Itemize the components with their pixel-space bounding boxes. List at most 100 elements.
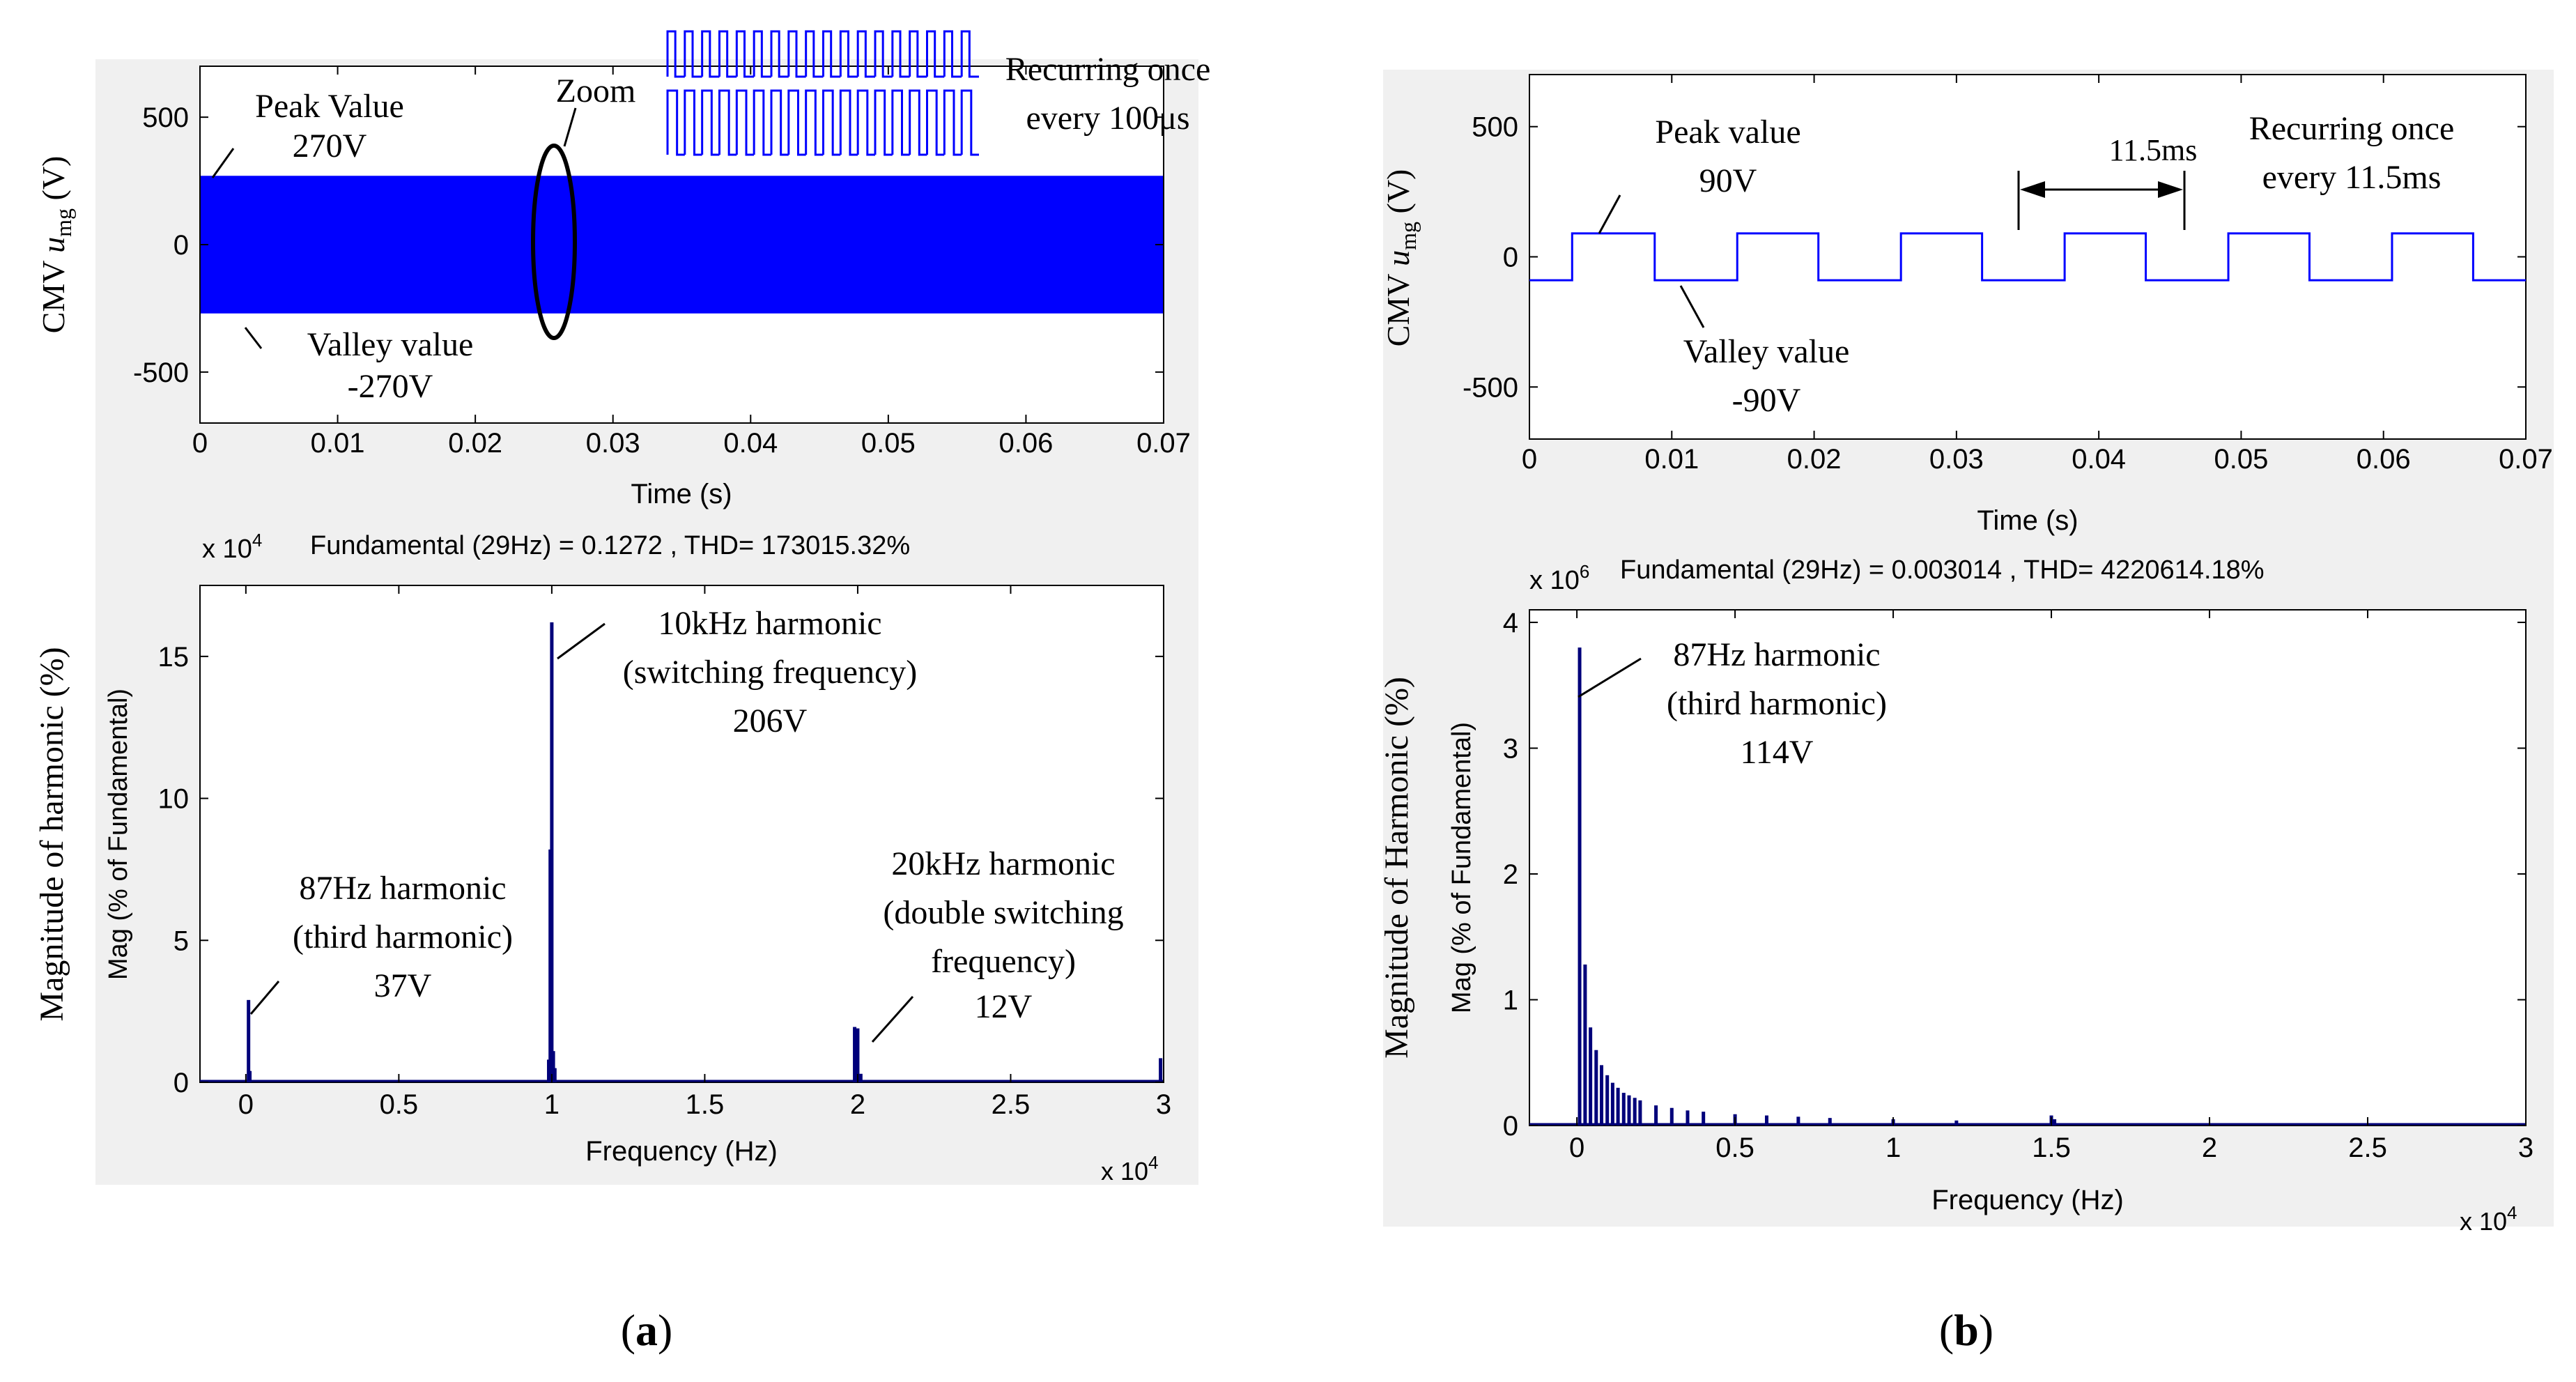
panel-a-top-ytick-label: 500 [142,102,189,133]
panel-a-bottom-x-exponent-power: 4 [1148,1152,1158,1173]
annot-a-87-line3: 37V [374,967,432,1004]
panel-b-bottom-bar [1594,1050,1598,1126]
zoom-ellipse [531,144,577,340]
panel-a-bottom-xtick-label: 1.5 [686,1089,725,1120]
panel-a-top-plot: 0 0.01 0.02 0.03 0.04 0.05 0.06 0.07 500 0 -500 T… [36,30,1211,509]
panel-b-bottom-bar [1669,1107,1674,1126]
panel-b-bottom-bar [1605,1075,1610,1126]
annot-b-recur-line1: Recurring once [2249,110,2455,147]
annot-a-20k-line4: 12V [975,988,1033,1025]
panel-b-bottom-ytick-label: 3 [1503,734,1518,765]
annot-a-10k-line1: 10kHz harmonic [658,605,881,642]
panel-b-bottom-header: Fundamental (29Hz) = 0.003014 , THD= 422… [1620,555,2265,585]
panel-label-b: (b) [1939,1305,1993,1355]
panel-a-top-ylabel-unit: (V) [36,156,71,208]
annot-a-10k-line3: 206V [733,702,808,739]
panel-b-bottom-bar [2053,1119,2057,1126]
panel-b-bottom-bar [1616,1087,1620,1126]
panel-b-bottom-xtick-label: 2 [2202,1133,2217,1163]
panel-b-top-xtick-label: 0.01 [1644,444,1699,475]
panel-b-bottom-exponent-prefix: x 10 [1529,566,1580,595]
panel-a-bottom-xtick-label: 3 [1156,1089,1171,1120]
panel-a-bottom-ylabel-inner: Mag (% of Fundamental) [104,689,133,980]
panel-a-top-xtick-label: 0 [192,428,208,459]
panel-b-bottom-bar [1633,1098,1637,1126]
panel-a-bottom-bar [1159,1058,1163,1082]
panel-b-bottom-bar [1796,1116,1800,1126]
panel-b-bottom-bar [1764,1115,1768,1126]
annot-a-recur-line2: every 100μs [1026,100,1189,137]
panel-b-bottom-exponent: x 106 [1529,561,1589,595]
panel-b-bottom-xtick-label: 1 [1885,1133,1901,1163]
panel-b-bottom-bar [1686,1110,1690,1126]
annot-b-valley-line1: Valley value [1683,333,1850,370]
panel-a-top-ylabel-main: CMV [36,253,71,333]
panel-b-bottom-ytick-label: 2 [1503,859,1518,890]
annot-b-peak-line2: 90V [1699,162,1757,199]
panel-b-bottom-ytick-label: 1 [1503,985,1518,1016]
panel-a-top-ytick-label: 0 [173,230,189,261]
annot-b-period: 11.5ms [2109,133,2198,167]
panel-b-bottom-ylabel-inner: Mag (% of Fundamental) [1447,722,1476,1013]
annot-b-87-line3: 114V [1741,734,1814,771]
panel-b-bottom-exponent-power: 6 [1580,561,1589,582]
panel-b-top-ylabel: CMV umg (V) [1380,169,1421,347]
panel-a-bottom-xtick-label: 2.5 [992,1089,1031,1120]
panel-a-top-xtick-label: 0.04 [723,428,778,459]
zoom-inset-lower-trace [666,89,979,156]
panel-b-top-ytick-label: 0 [1503,243,1518,273]
annot-a-recur-line1: Recurring once [1005,51,1211,88]
annot-b-87-line1: 87Hz harmonic [1673,636,1880,673]
annot-a-peak-pointer [211,148,235,178]
panel-b-bottom-xtick-label: 1.5 [2032,1133,2071,1163]
panel-b-bottom-bar [1702,1112,1706,1126]
panel-b-bottom-bar [1654,1105,1658,1126]
panel-label-a-close: ) [658,1305,672,1355]
panel-b-top-ytick-label: -500 [1463,372,1518,403]
panel-a-bottom-xtick-label: 1 [544,1089,560,1120]
panel-a-top-ylabel: CMV umg (V) [36,156,76,334]
panel-b-top-xtick-label: 0.04 [2072,444,2126,475]
panel-a-bottom-bar [248,1070,252,1082]
panel-a-bottom-ytick-label: 0 [173,1068,189,1098]
panel-b-bottom-xtick-label: 0 [1569,1133,1584,1163]
annot-b-87-pointer [1578,657,1642,698]
panel-a-bottom-axes [199,585,1164,1083]
annot-a-20k-pointer [871,996,914,1043]
panel-b-bottom-xtick-label: 2.5 [2348,1133,2387,1163]
panel-b-bottom-xlabel: Frequency (Hz) [1931,1185,2124,1215]
panel-b-bottom-x-exponent-power: 4 [2507,1202,2517,1223]
panel-a-bottom-xtick-label: 2 [850,1089,865,1120]
panel-a-bottom-ytick-label: 15 [158,642,190,673]
panel-a-bottom-bar [553,1068,557,1082]
annot-a-87-line2: (third harmonic) [293,919,513,955]
panel-a-bottom-ylabel-outer: Magnitude of harmonic (%) [33,647,70,1021]
panel-b-bottom-plot: x 106 Fundamental (29Hz) = 0.003014 , TH… [1378,555,2533,1236]
panel-a-bottom-bar [853,1027,857,1082]
annot-a-peak-line1: Peak Value [255,88,404,125]
panel-b-top-xtick-label: 0.05 [2214,444,2268,475]
annot-b-87-line2: (third harmonic) [1667,685,1887,722]
panel-a-bottom-exponent-power: 4 [252,530,262,551]
panel-a-bottom-bar [551,1051,555,1082]
panel-b-top-cmv-trace [1529,232,2526,282]
annot-a-zoom-pointer [563,107,577,147]
annot-b-valley-pointer [1679,285,1705,328]
panel-a-bottom-x-exponent: x 104 [1101,1152,1159,1185]
panel-label-b-close: ) [1979,1305,1993,1355]
panel-b-top-ylabel-sub: mg [1396,222,1421,250]
panel-b-bottom-ytick-label: 4 [1503,608,1518,638]
panel-b-top-ylabel-var: u [1380,250,1416,266]
zoom-inset-waveform [666,30,979,156]
panel-a-top-ylabel-sub: mg [51,208,76,237]
panel-a-top-xtick-label: 0.02 [448,428,502,459]
panel-b-bottom-bar [1627,1095,1631,1126]
annot-b-recur-line2: every 11.5ms [2262,159,2442,196]
annot-b-peak-line1: Peak value [1655,114,1800,151]
panel-a-bottom-bar [247,999,251,1082]
panel-a-top-xtick-label: 0.05 [861,428,916,459]
annot-a-zoom: Zoom [556,72,636,109]
panel-a-bottom-exponent: x 104 [202,530,262,564]
panel-a-bottom-ytick-label: 5 [173,926,189,956]
panel-b-bottom-bar [1578,647,1582,1126]
